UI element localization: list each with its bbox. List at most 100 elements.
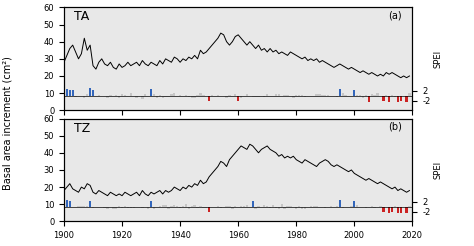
Bar <box>263 205 265 207</box>
Bar <box>208 207 210 212</box>
Bar <box>319 94 320 96</box>
Bar <box>127 207 129 208</box>
Bar <box>338 89 341 96</box>
Bar <box>324 207 327 208</box>
Bar <box>255 207 257 209</box>
Bar <box>283 95 286 96</box>
Bar <box>103 207 106 208</box>
Bar <box>312 206 315 207</box>
Bar <box>397 207 399 213</box>
Bar <box>115 207 118 209</box>
Bar <box>330 206 332 207</box>
Bar <box>159 95 161 96</box>
Bar <box>345 94 347 96</box>
Bar <box>185 95 187 96</box>
Bar <box>121 93 123 96</box>
Bar <box>371 206 373 207</box>
Bar <box>74 96 77 97</box>
Bar <box>272 205 274 207</box>
Bar <box>336 206 338 207</box>
Bar <box>106 207 109 209</box>
Bar <box>388 96 390 102</box>
Bar <box>246 93 248 96</box>
Bar <box>77 206 80 207</box>
Bar <box>164 205 167 207</box>
Bar <box>350 206 353 207</box>
Bar <box>394 206 396 207</box>
Bar <box>199 206 201 207</box>
Bar <box>196 207 199 208</box>
Bar <box>240 96 242 98</box>
Bar <box>156 96 158 98</box>
Bar <box>408 206 410 207</box>
Bar <box>118 96 120 98</box>
Bar <box>298 205 301 207</box>
Bar <box>338 200 341 207</box>
Bar <box>356 95 358 96</box>
Bar <box>193 205 196 207</box>
Bar <box>133 207 135 208</box>
Bar <box>376 93 379 96</box>
Bar <box>136 96 138 98</box>
Bar <box>295 95 297 96</box>
Bar <box>83 96 85 98</box>
Bar <box>315 94 318 96</box>
Bar <box>188 96 190 97</box>
Bar <box>269 207 271 208</box>
Bar <box>141 207 144 208</box>
Bar <box>66 200 68 207</box>
Bar <box>304 207 306 209</box>
Bar <box>295 207 297 209</box>
Bar <box>365 95 367 96</box>
Bar <box>153 207 155 209</box>
Bar <box>170 206 173 207</box>
Bar <box>281 204 283 207</box>
Bar <box>226 206 228 207</box>
Bar <box>342 93 344 96</box>
Bar <box>304 96 306 97</box>
Bar <box>92 207 94 208</box>
Bar <box>397 96 399 102</box>
Bar <box>278 207 280 209</box>
Bar <box>129 207 132 208</box>
Text: TZ: TZ <box>74 122 91 135</box>
Bar <box>80 206 82 207</box>
Bar <box>176 206 178 207</box>
Bar <box>162 96 164 98</box>
Bar <box>208 96 210 101</box>
Bar <box>359 95 361 96</box>
Bar <box>237 96 239 101</box>
Bar <box>240 206 242 207</box>
Bar <box>226 96 228 98</box>
Bar <box>286 206 289 207</box>
Bar <box>400 96 402 101</box>
Bar <box>228 95 231 96</box>
Bar <box>252 96 254 97</box>
Bar <box>362 96 364 98</box>
Bar <box>83 206 85 207</box>
Bar <box>286 95 289 96</box>
Bar <box>162 205 164 207</box>
Bar <box>121 207 123 208</box>
Bar <box>167 207 170 209</box>
Bar <box>112 207 115 209</box>
Bar <box>191 206 193 207</box>
Bar <box>275 207 277 208</box>
Bar <box>118 206 120 207</box>
Bar <box>278 94 280 96</box>
Bar <box>202 207 204 208</box>
Bar <box>298 94 301 96</box>
Bar <box>342 207 344 208</box>
Bar <box>327 95 329 96</box>
Bar <box>266 206 268 207</box>
Bar <box>408 93 410 96</box>
Bar <box>365 207 367 208</box>
Bar <box>86 206 88 207</box>
Bar <box>255 96 257 97</box>
Bar <box>188 207 190 209</box>
Text: (b): (b) <box>388 122 402 132</box>
Bar <box>263 96 265 97</box>
Bar <box>310 206 312 207</box>
Bar <box>246 205 248 207</box>
Bar <box>266 94 268 96</box>
